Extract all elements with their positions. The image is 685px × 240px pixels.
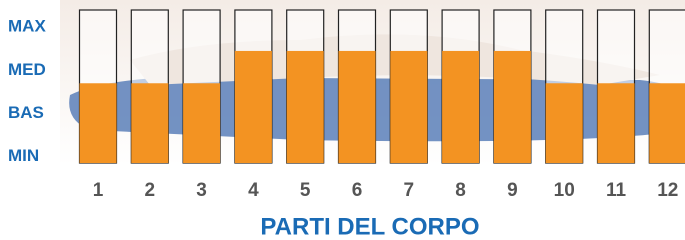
y-tick-label: MED: [8, 60, 46, 79]
bar: [494, 51, 531, 163]
bar: [287, 51, 324, 163]
x-tick-label: 5: [300, 180, 311, 201]
x-tick-label: 10: [554, 180, 575, 201]
bar: [649, 83, 685, 163]
bar: [598, 83, 635, 163]
y-tick-label: MAX: [8, 17, 46, 36]
x-tick-label: 11: [606, 180, 627, 201]
x-tick-label: 9: [507, 180, 518, 201]
y-tick-label: MIN: [8, 146, 39, 165]
bar: [183, 83, 220, 163]
x-tick-label: 8: [455, 180, 466, 201]
x-tick-label: 7: [404, 180, 415, 201]
bar: [80, 83, 117, 163]
x-tick-label: 2: [145, 180, 156, 201]
x-tick-label: 6: [352, 180, 363, 201]
x-tick-label: 3: [196, 180, 207, 201]
x-axis-title: PARTI DEL CORPO: [260, 213, 479, 240]
bar: [442, 51, 479, 163]
chart: PARTI DEL CORPO MINBASMEDMAX123456789101…: [0, 0, 685, 240]
bar: [235, 51, 272, 163]
y-tick-label: BAS: [8, 103, 44, 122]
bar: [131, 83, 168, 163]
bar: [390, 51, 427, 163]
x-tick-label: 12: [657, 180, 678, 201]
bar: [339, 51, 376, 163]
x-tick-label: 4: [248, 180, 259, 201]
bar: [546, 83, 583, 163]
x-tick-label: 1: [93, 180, 104, 201]
